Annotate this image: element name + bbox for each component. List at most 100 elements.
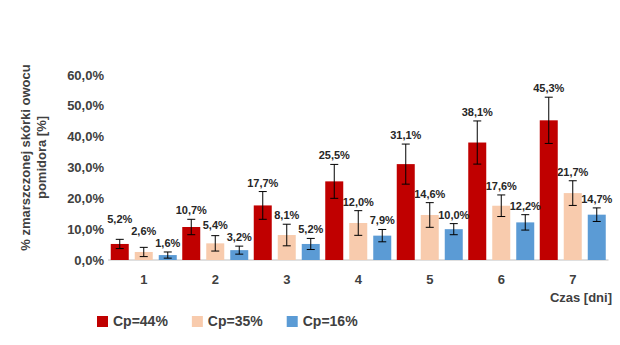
error-cap: [402, 184, 410, 185]
error-bar: [330, 164, 338, 198]
data-label: 1,6%: [155, 237, 180, 249]
error-cap: [545, 97, 553, 98]
error-cap: [307, 249, 315, 250]
data-label: 12,2%: [510, 200, 541, 212]
error-bar: [354, 211, 362, 236]
x-tick-label: 2: [212, 272, 219, 287]
data-label: 17,7%: [247, 177, 278, 189]
error-cap: [521, 230, 529, 231]
error-bar: [307, 238, 315, 249]
y-tick: [105, 260, 108, 261]
error-stem: [596, 208, 597, 222]
error-cap: [450, 234, 458, 235]
error-cap: [116, 248, 124, 249]
error-cap: [116, 239, 124, 240]
data-label: 5,2%: [298, 223, 323, 235]
error-bar: [378, 229, 386, 241]
error-stem: [286, 224, 287, 246]
legend-swatch: [97, 316, 108, 327]
y-tick-label: 30,0%: [67, 160, 104, 175]
error-bar: [235, 246, 243, 254]
data-label: 5,4%: [203, 219, 228, 231]
x-tick-label: 3: [283, 272, 290, 287]
error-stem: [382, 229, 383, 241]
y-axis-label-line: pomidora [%]: [34, 116, 49, 199]
error-stem: [453, 224, 454, 235]
error-bar: [187, 219, 195, 234]
error-cap: [450, 223, 458, 224]
x-tick-label: 6: [498, 272, 505, 287]
error-cap: [140, 247, 148, 248]
legend-entry: Cp=44%: [97, 313, 168, 329]
error-cap: [140, 256, 148, 257]
y-tick: [105, 198, 108, 199]
x-tick-label: 4: [355, 272, 363, 287]
error-cap: [164, 258, 172, 259]
data-label: 7,9%: [370, 214, 395, 226]
legend-swatch: [287, 316, 298, 327]
x-tick-label: 1: [140, 272, 147, 287]
x-axis-label: Czas [dni]: [550, 290, 612, 305]
error-cap: [497, 194, 505, 195]
data-label: 45,3%: [533, 82, 564, 94]
error-stem: [167, 252, 168, 258]
data-label: 17,6%: [486, 180, 517, 192]
error-bar: [593, 208, 601, 222]
x-tick-label: 7: [569, 272, 576, 287]
data-label: 10,7%: [176, 204, 207, 216]
x-tick-label: 5: [426, 272, 433, 287]
data-label: 14,7%: [581, 193, 612, 205]
error-bar: [259, 192, 267, 220]
error-stem: [501, 195, 502, 217]
y-tick: [105, 229, 108, 230]
error-stem: [429, 203, 430, 228]
error-cap: [283, 245, 291, 246]
error-cap: [235, 254, 243, 255]
error-cap: [259, 219, 267, 220]
bar: [588, 215, 606, 260]
error-stem: [572, 181, 573, 206]
y-tick: [105, 75, 108, 76]
error-bar: [569, 181, 577, 206]
error-cap: [593, 221, 601, 222]
data-label: 21,7%: [557, 166, 588, 178]
error-cap: [164, 251, 172, 252]
legend-label: Cp=44%: [113, 313, 168, 329]
error-cap: [402, 144, 410, 145]
data-label: 10,0%: [438, 209, 469, 221]
data-label: 31,1%: [390, 129, 421, 141]
y-axis-label-line: % zmarszczonej skórki owocu: [18, 64, 33, 250]
error-stem: [548, 97, 549, 143]
error-cap: [593, 207, 601, 208]
y-tick-label: 10,0%: [67, 222, 104, 237]
error-cap: [473, 120, 481, 121]
y-tick: [105, 105, 108, 106]
y-tick-label: 60,0%: [67, 68, 104, 83]
error-stem: [405, 144, 406, 184]
error-stem: [525, 215, 526, 230]
data-label: 8,1%: [274, 209, 299, 221]
chart: 0,0%10,0%20,0%30,0%40,0%50,0%60,0%123456…: [0, 0, 620, 345]
error-stem: [358, 211, 359, 236]
error-stem: [477, 121, 478, 164]
legend-entry: Cp=16%: [287, 313, 358, 329]
error-bar: [402, 144, 410, 184]
error-cap: [354, 210, 362, 211]
error-bar: [545, 97, 553, 143]
error-cap: [569, 180, 577, 181]
bars: [111, 97, 606, 260]
error-cap: [521, 214, 529, 215]
error-cap: [259, 191, 267, 192]
error-bar: [116, 239, 124, 248]
legend-label: Cp=16%: [303, 313, 358, 329]
error-cap: [283, 224, 291, 225]
error-stem: [215, 236, 216, 251]
data-label: 38,1%: [462, 106, 493, 118]
error-stem: [334, 164, 335, 198]
error-cap: [211, 235, 219, 236]
error-bar: [426, 203, 434, 228]
legend-label: Cp=35%: [208, 313, 263, 329]
error-stem: [239, 246, 240, 254]
error-stem: [262, 192, 263, 220]
error-cap: [497, 216, 505, 217]
